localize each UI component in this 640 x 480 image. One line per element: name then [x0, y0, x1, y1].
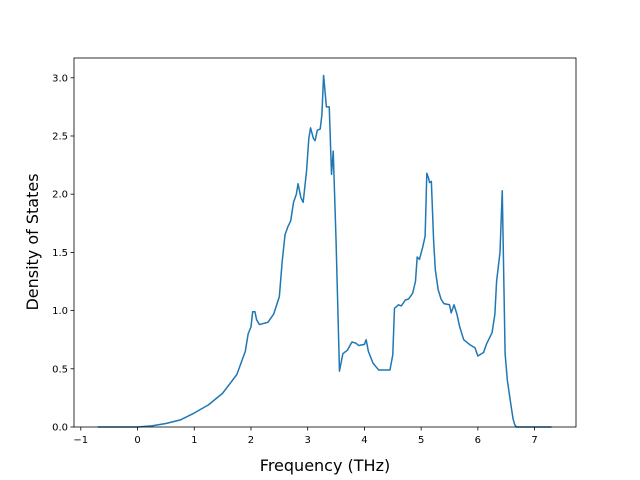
x-axis-label: Frequency (THz)	[260, 456, 390, 475]
x-tick-label: 3	[305, 435, 311, 446]
y-tick-label: 1.5	[52, 248, 68, 259]
x-tick-label: 7	[531, 435, 537, 446]
y-tick-label: 1.0	[52, 306, 68, 317]
x-tick-label: 6	[475, 435, 481, 446]
dos-line	[97, 74, 552, 428]
plot-frame	[73, 57, 577, 428]
y-tick-label: 2.5	[52, 131, 68, 142]
y-axis-label: Density of States	[23, 173, 42, 310]
x-tick-label: 2	[248, 435, 254, 446]
x-tick-label: 1	[191, 435, 197, 446]
y-tick-label: 2.0	[52, 190, 68, 201]
x-tick-label: 0	[134, 435, 140, 446]
y-tick-label: 3.0	[52, 73, 68, 84]
y-tick-label: 0.0	[52, 423, 68, 434]
x-tick-label: −1	[73, 435, 88, 446]
x-tick-label: 5	[418, 435, 424, 446]
y-tick-label: 0.5	[52, 364, 68, 375]
x-tick-label: 4	[361, 435, 367, 446]
